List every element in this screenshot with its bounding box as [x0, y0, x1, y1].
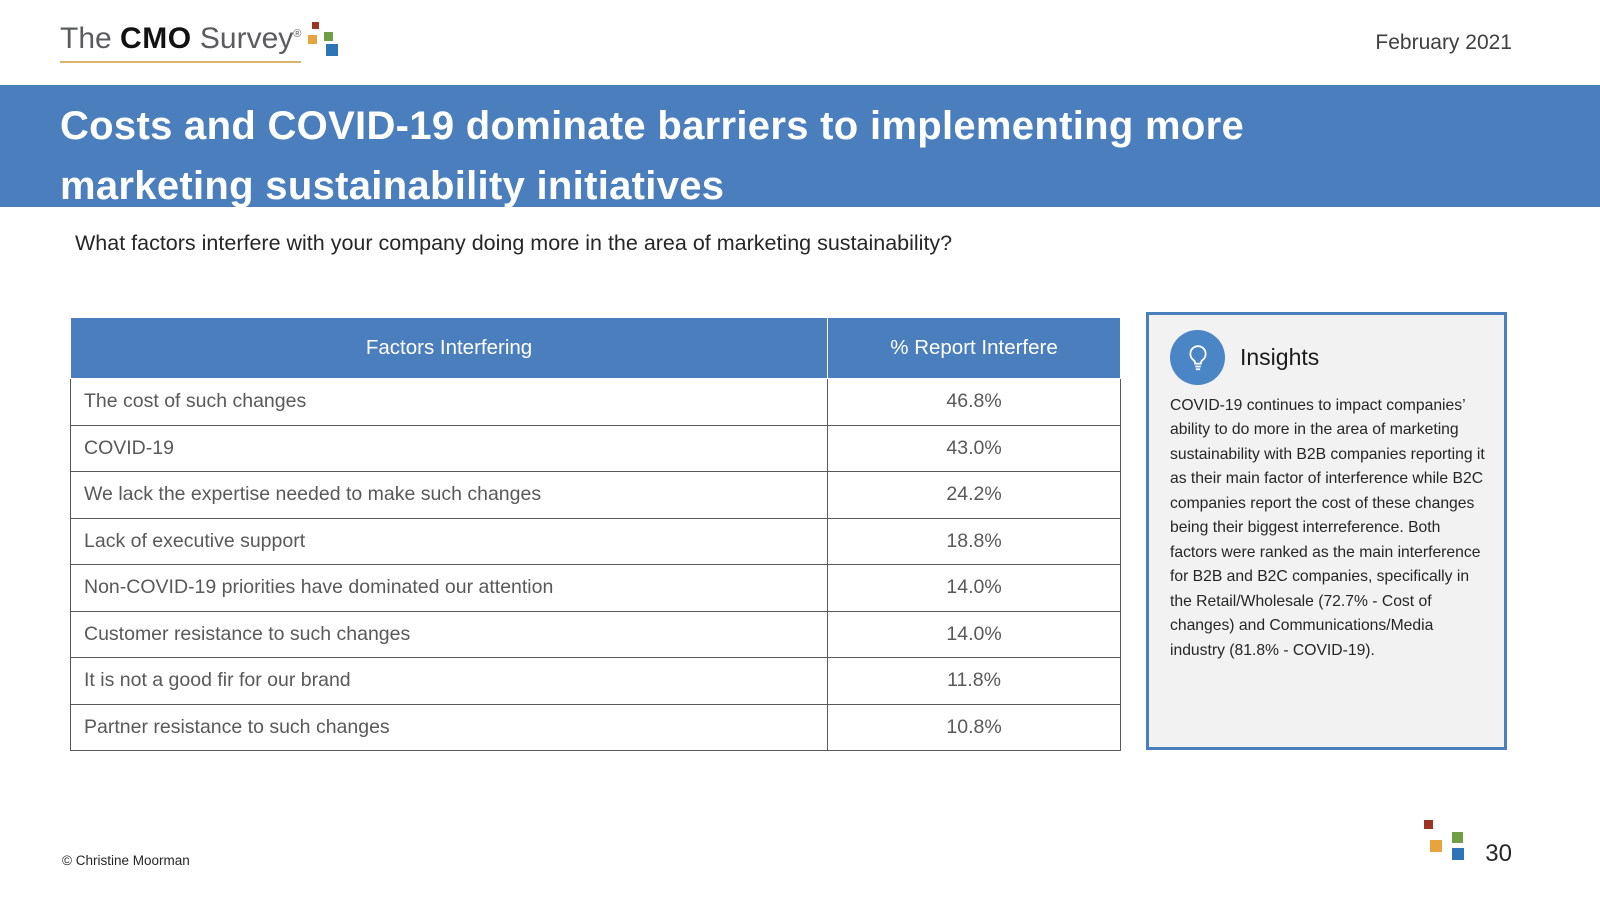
table-row: Customer resistance to such changes 14.0% — [69, 610, 1121, 658]
insights-body: COVID-19 continues to impact companies’ … — [1170, 397, 1485, 659]
footer-square-orange-icon — [1430, 840, 1442, 852]
slide-date: February 2021 — [1375, 30, 1512, 54]
factor-cell: Non-COVID-19 priorities have dominated o… — [69, 564, 829, 612]
percent-cell: 46.8% — [827, 378, 1121, 426]
logo-squares-icon — [308, 22, 342, 58]
page-number: 30 — [1485, 840, 1512, 867]
factor-cell: Lack of executive support — [69, 517, 829, 565]
lightbulb-icon — [1170, 330, 1225, 385]
percent-cell: 14.0% — [827, 564, 1121, 612]
table-row: Non-COVID-19 priorities have dominated o… — [69, 564, 1121, 612]
logo-word-survey: Survey — [199, 22, 294, 55]
percent-cell: 43.0% — [827, 424, 1121, 472]
factors-table: Factors Interfering % Report Interfere T… — [69, 317, 1121, 751]
cmo-survey-logo: The CMO Survey® — [60, 22, 342, 63]
table-row: It is not a good fir for our brand 11.8% — [69, 657, 1121, 705]
footer-square-red-icon — [1424, 820, 1433, 829]
insights-title: Insights — [1240, 344, 1320, 370]
logo-text: The CMO Survey® — [60, 22, 302, 63]
logo-square-green-icon — [324, 32, 334, 41]
table-row: Lack of executive support 18.8% — [69, 517, 1121, 565]
table-row: We lack the expertise needed to make suc… — [69, 471, 1121, 519]
insights-header: Insights — [1170, 330, 1485, 385]
insights-panel: Insights COVID-19 continues to impact co… — [1146, 312, 1507, 750]
footer-logo-icon — [1422, 820, 1468, 864]
percent-cell: 24.2% — [827, 471, 1121, 519]
top-bar: The CMO Survey® February 2021 — [0, 0, 1600, 85]
percent-cell: 11.8% — [827, 657, 1121, 705]
column-header-factors: Factors Interfering — [69, 317, 829, 379]
factors-table-container: Factors Interfering % Report Interfere T… — [69, 317, 1121, 751]
logo-word-cmo: CMO — [120, 22, 192, 55]
survey-question: What factors interfere with your company… — [75, 231, 953, 255]
footer-square-green-icon — [1452, 832, 1463, 843]
factor-cell: We lack the expertise needed to make suc… — [69, 471, 829, 519]
footer-square-blue-icon — [1452, 848, 1464, 860]
logo-square-orange-icon — [308, 35, 318, 44]
slide-title: Costs and COVID-19 dominate barriers to … — [60, 104, 1244, 208]
percent-cell: 10.8% — [827, 703, 1121, 751]
table-row: COVID-19 43.0% — [69, 424, 1121, 472]
copyright: © Christine Moorman — [62, 853, 190, 868]
percent-cell: 18.8% — [827, 517, 1121, 565]
factor-cell: It is not a good fir for our brand — [69, 657, 829, 705]
factor-cell: COVID-19 — [69, 424, 829, 472]
factor-cell: Customer resistance to such changes — [69, 610, 829, 658]
factor-cell: The cost of such changes — [69, 378, 829, 426]
percent-cell: 14.0% — [827, 610, 1121, 658]
column-header-percent: % Report Interfere — [827, 317, 1121, 379]
registered-mark: ® — [293, 28, 302, 40]
title-banner: Costs and COVID-19 dominate barriers to … — [0, 85, 1600, 208]
factor-cell: Partner resistance to such changes — [69, 703, 829, 751]
table-header-row: Factors Interfering % Report Interfere — [69, 317, 1121, 379]
table-row: Partner resistance to such changes 10.8% — [69, 703, 1121, 751]
logo-word-the: The — [60, 22, 112, 55]
table-body: The cost of such changes 46.8% COVID-19 43.… — [69, 378, 1121, 751]
logo-square-blue-icon — [326, 44, 339, 56]
table-row: The cost of such changes 46.8% — [69, 378, 1121, 426]
logo-square-red-icon — [312, 22, 320, 29]
